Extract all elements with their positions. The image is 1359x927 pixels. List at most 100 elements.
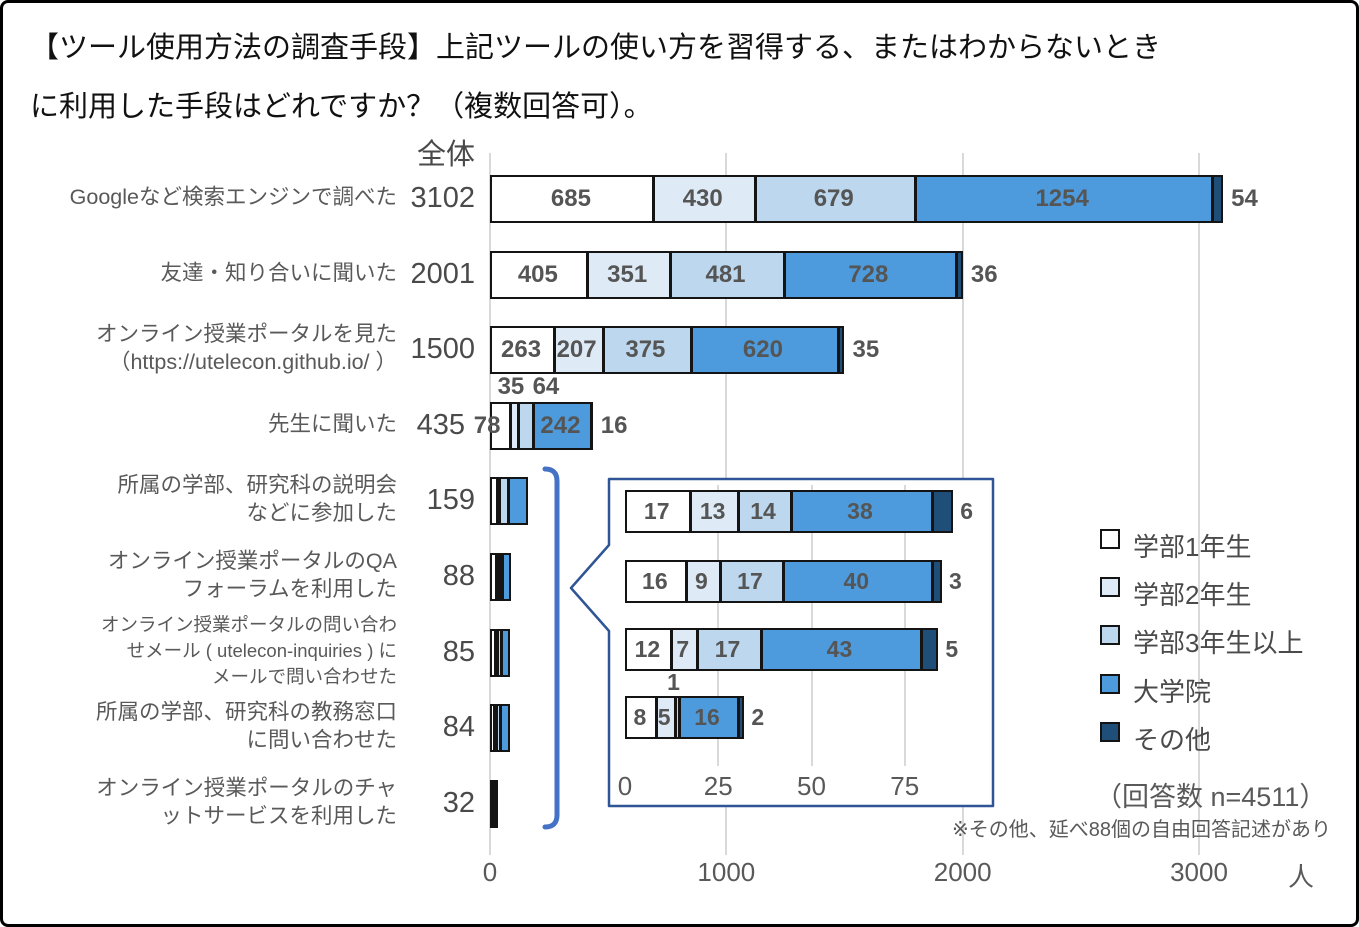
category-label-line: オンライン授業ポータルのチャ [96,775,397,800]
inset-bar-segment [688,492,739,531]
axis-unit-label: 人 [1288,862,1315,892]
legend-swatch [1100,529,1120,549]
inset-segment-label: 12 [634,636,661,662]
inset-gridline [717,485,720,766]
axis-tick-label: 1000 [697,857,756,887]
bar-segment [510,555,511,599]
bar-segment [496,479,500,524]
segment-label: 620 [742,336,783,364]
inset-axis-tick-label: 75 [890,771,920,801]
bar [490,553,511,601]
legend-label: 学部2年生 [1133,580,1252,610]
inset-bar [625,560,943,603]
inset-bar-segment [685,562,721,601]
inset-segment-label: 2 [751,704,765,730]
bar-segment [492,555,497,599]
group-bracket [542,466,560,830]
bar [490,704,510,753]
inset-segment-label: 16 [642,568,668,594]
bar-segment [754,177,916,221]
bar-segment [492,252,588,297]
inset-bar-segment [627,630,672,669]
bar-segment [601,328,692,373]
inset-bar-segment [718,562,784,601]
gridline [1197,153,1200,855]
inset-bar-segment [759,630,922,669]
category-label-line: オンライン授業ポータルを見た [95,322,397,347]
category-label: オンライン授業ポータルの問い合わ せメール ( utelecon-inquirie… [101,612,397,690]
segment-label: 64 [532,372,560,400]
bar [490,779,498,828]
bar-segment [532,403,591,448]
segment-label: 430 [682,185,723,212]
bar-segment [507,479,526,524]
legend-swatch [1100,674,1120,694]
response-count-note: （回答数 n=4511） [1095,782,1327,812]
segment-label: 263 [501,336,542,364]
total-label: 84 [442,711,475,744]
bar-segment [492,479,498,524]
legend-swatch [1100,625,1120,645]
bar-segment [690,328,839,373]
category-label-line: Googleなど検索エンジンで調べた [69,185,397,209]
inset-segment-label: 7 [676,636,690,662]
segment-label: 36 [970,260,998,288]
category-label-line: 所属の学部、研究科の説明会 [117,473,397,498]
category-label-line: メールで問い合わせた [211,665,397,687]
overall-header: 全体 [416,139,475,171]
segment-label: 375 [625,336,666,364]
segment-label: 35 [852,336,880,364]
legend-item: その他 [1100,720,1330,755]
category-label-line: オンライン授業ポータルの問い合わ [100,613,397,635]
inset-bar [625,490,954,533]
segment-label: 54 [1231,185,1258,212]
inset-bar-segment [931,562,941,601]
segment-label: 679 [813,185,854,212]
inset-axis-tick-label: 0 [617,771,633,801]
inset-bar-segment [627,698,657,737]
segment-label: 1254 [1035,185,1089,212]
bar-segment [493,706,497,751]
bar-segment [1210,177,1222,221]
inset-bar-segment [789,492,933,531]
chart-title: 【ツール使用方法の調査手段】上記ツールの使い方を習得する、またはわからないとき … [30,19,1161,137]
inset-gridline [903,485,906,766]
inset-segment-label: 6 [960,498,974,524]
axis-tick-label: 2000 [933,857,992,887]
footnote: ※その他、延べ88個の自由回答記述があり [951,819,1331,841]
axis-tick-label: 3000 [1170,857,1228,887]
total-label: 32 [442,786,475,819]
segment-label: 481 [705,260,746,288]
chart-title-line1: 【ツール使用方法の調査手段】上記ツールの使い方を習得する、またはわからないとき [30,32,1162,64]
segment-label: 207 [556,336,597,364]
axis-tick-label: 0 [482,857,498,887]
category-label-line: フォーラムを利用した [182,577,397,601]
bar-segment [492,630,496,675]
total-label: 159 [426,484,475,517]
inset-segment-label: 1 [667,669,680,695]
group-bracket-path [542,466,560,830]
inset-bar-segment [782,562,933,601]
inset-bar-segment [920,630,937,669]
legend-item: 学部3年生以上 [1100,623,1330,658]
bar-segment [499,706,508,751]
inset-axis-tick-label: 50 [797,771,826,801]
legend-label: その他 [1133,725,1212,755]
bar-segment [492,328,555,373]
total-label: 2001 [410,257,475,290]
bar-segment [782,252,957,297]
category-label: 所属の学部、研究科の教務窓口 に問い合わせた [96,698,397,754]
inset-segment-label: 5 [945,636,959,662]
legend-label: 学部1年生 [1133,532,1252,562]
category-label-line: 先生に聞いた [267,411,397,436]
segment-label: 405 [517,260,558,288]
category-label-line: 所属の学部、研究科の教務窓口 [95,700,397,725]
inset-bar-segment [670,630,698,669]
inset-bar-segment [627,562,687,601]
legend-label: 学部3年生以上 [1133,628,1304,658]
bar-segment [500,630,509,675]
chart-title-line2: に利用した手段はどれですか？（複数回答可）。 [30,91,653,123]
inset-segment-label: 8 [633,704,647,730]
inset-bar-segment [737,698,743,737]
inset-segment-label: 16 [694,704,720,730]
